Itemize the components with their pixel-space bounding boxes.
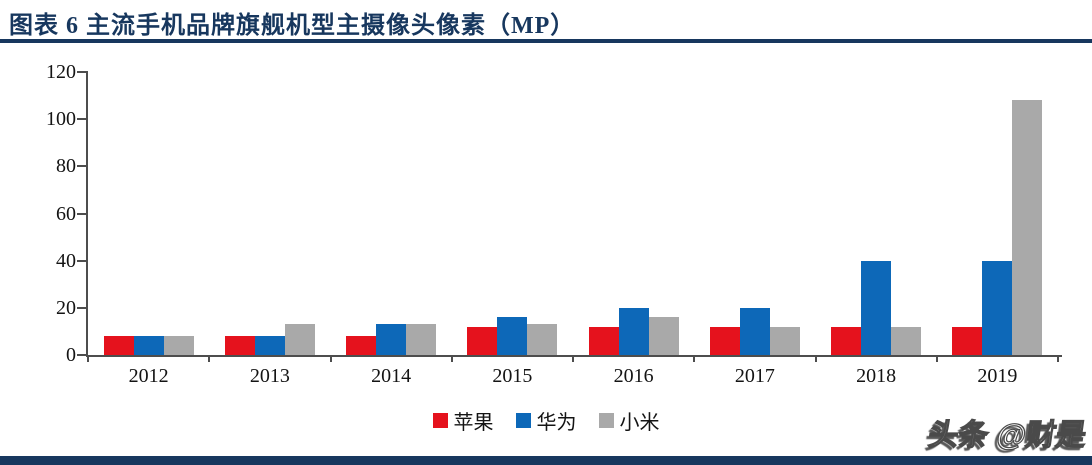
bar-huawei-2015 <box>497 317 528 355</box>
bar-apple-2018 <box>831 326 862 355</box>
bar-apple-2013 <box>224 336 255 355</box>
bottom-bar <box>0 456 1092 465</box>
x-axis-category-label: 2015 <box>492 365 533 387</box>
legend-item-xiaomi: 小米 <box>598 406 660 435</box>
y-axis-tick-mark <box>77 212 86 215</box>
bar-huawei-2013 <box>254 336 285 355</box>
bar-xiaomi-2015 <box>527 324 558 355</box>
bar-huawei-2019 <box>982 260 1013 355</box>
y-axis-tick-label: 0 <box>66 344 76 366</box>
x-axis-category-label: 2018 <box>856 365 897 387</box>
bar-xiaomi-2017 <box>769 326 800 355</box>
y-axis-line <box>86 71 88 357</box>
bar-huawei-2012 <box>133 336 164 355</box>
bar-apple-2012 <box>103 336 134 355</box>
bar-xiaomi-2014 <box>406 324 437 355</box>
x-axis-tick-mark <box>572 355 574 362</box>
legend-item-apple: 苹果 <box>432 406 494 435</box>
bar-huawei-2017 <box>739 307 770 355</box>
bar-huawei-2018 <box>861 260 892 355</box>
bar-xiaomi-2016 <box>648 317 679 355</box>
x-axis-category-label: 2014 <box>371 365 412 387</box>
bar-apple-2014 <box>346 336 377 355</box>
title-rule <box>0 39 1092 43</box>
legend-swatch-huawei <box>515 413 531 428</box>
x-axis-tick-mark <box>935 355 938 362</box>
legend-item-huawei: 华为 <box>515 406 577 435</box>
legend-swatch-apple <box>432 413 448 428</box>
y-axis-tick-mark <box>77 354 86 356</box>
bar-apple-2015 <box>467 326 498 355</box>
y-axis-tick-mark <box>77 306 86 309</box>
legend-swatch-xiaomi <box>598 413 614 428</box>
y-axis-tick-mark <box>77 165 86 168</box>
bar-xiaomi-2018 <box>891 326 922 355</box>
x-axis-tick-mark <box>693 355 696 362</box>
chart-legend: 苹果 华为 小米 <box>0 406 1092 435</box>
x-axis-tick-mark <box>814 355 817 362</box>
y-axis-tick-label: 100 <box>46 108 76 131</box>
bar-xiaomi-2012 <box>163 336 194 355</box>
bar-xiaomi-2019 <box>1012 100 1043 355</box>
y-axis-tick-label: 40 <box>56 249 76 272</box>
legend-label-huawei: 华为 <box>536 412 577 434</box>
x-axis-tick-mark <box>1057 355 1059 362</box>
x-axis-category-label: 2017 <box>734 365 775 387</box>
y-axis-tick-label: 120 <box>46 61 76 83</box>
y-axis-tick-label: 80 <box>56 155 76 178</box>
x-axis-category-label: 2019 <box>977 365 1018 387</box>
chart-title: 图表 6 主流手机品牌旗舰机型主摄像头像素（MP） <box>9 13 576 39</box>
bar-huawei-2016 <box>618 307 649 355</box>
y-axis-tick-label: 60 <box>56 202 76 225</box>
bar-apple-2016 <box>588 326 619 355</box>
legend-label-xiaomi: 小米 <box>619 412 660 434</box>
watermark: 头条 @财是 <box>926 418 1089 452</box>
x-axis-tick-mark <box>87 355 89 362</box>
legend-label-apple: 苹果 <box>453 412 494 434</box>
x-axis-tick-mark <box>450 355 453 362</box>
x-axis-category-label: 2012 <box>128 365 169 387</box>
x-axis-category-label: 2016 <box>613 365 654 387</box>
y-axis-tick-mark <box>77 71 86 73</box>
bar-xiaomi-2013 <box>284 324 315 355</box>
bar-apple-2017 <box>709 326 740 355</box>
x-axis-tick-mark <box>208 355 211 362</box>
y-axis-tick-mark <box>77 259 86 262</box>
y-axis-tick-mark <box>77 118 86 121</box>
bar-huawei-2014 <box>376 324 407 355</box>
bar-apple-2019 <box>952 326 983 355</box>
y-axis-tick-label: 20 <box>56 296 76 319</box>
x-axis-tick-mark <box>329 355 332 362</box>
x-axis-line <box>86 355 1062 357</box>
x-axis-category-label: 2013 <box>249 365 290 387</box>
